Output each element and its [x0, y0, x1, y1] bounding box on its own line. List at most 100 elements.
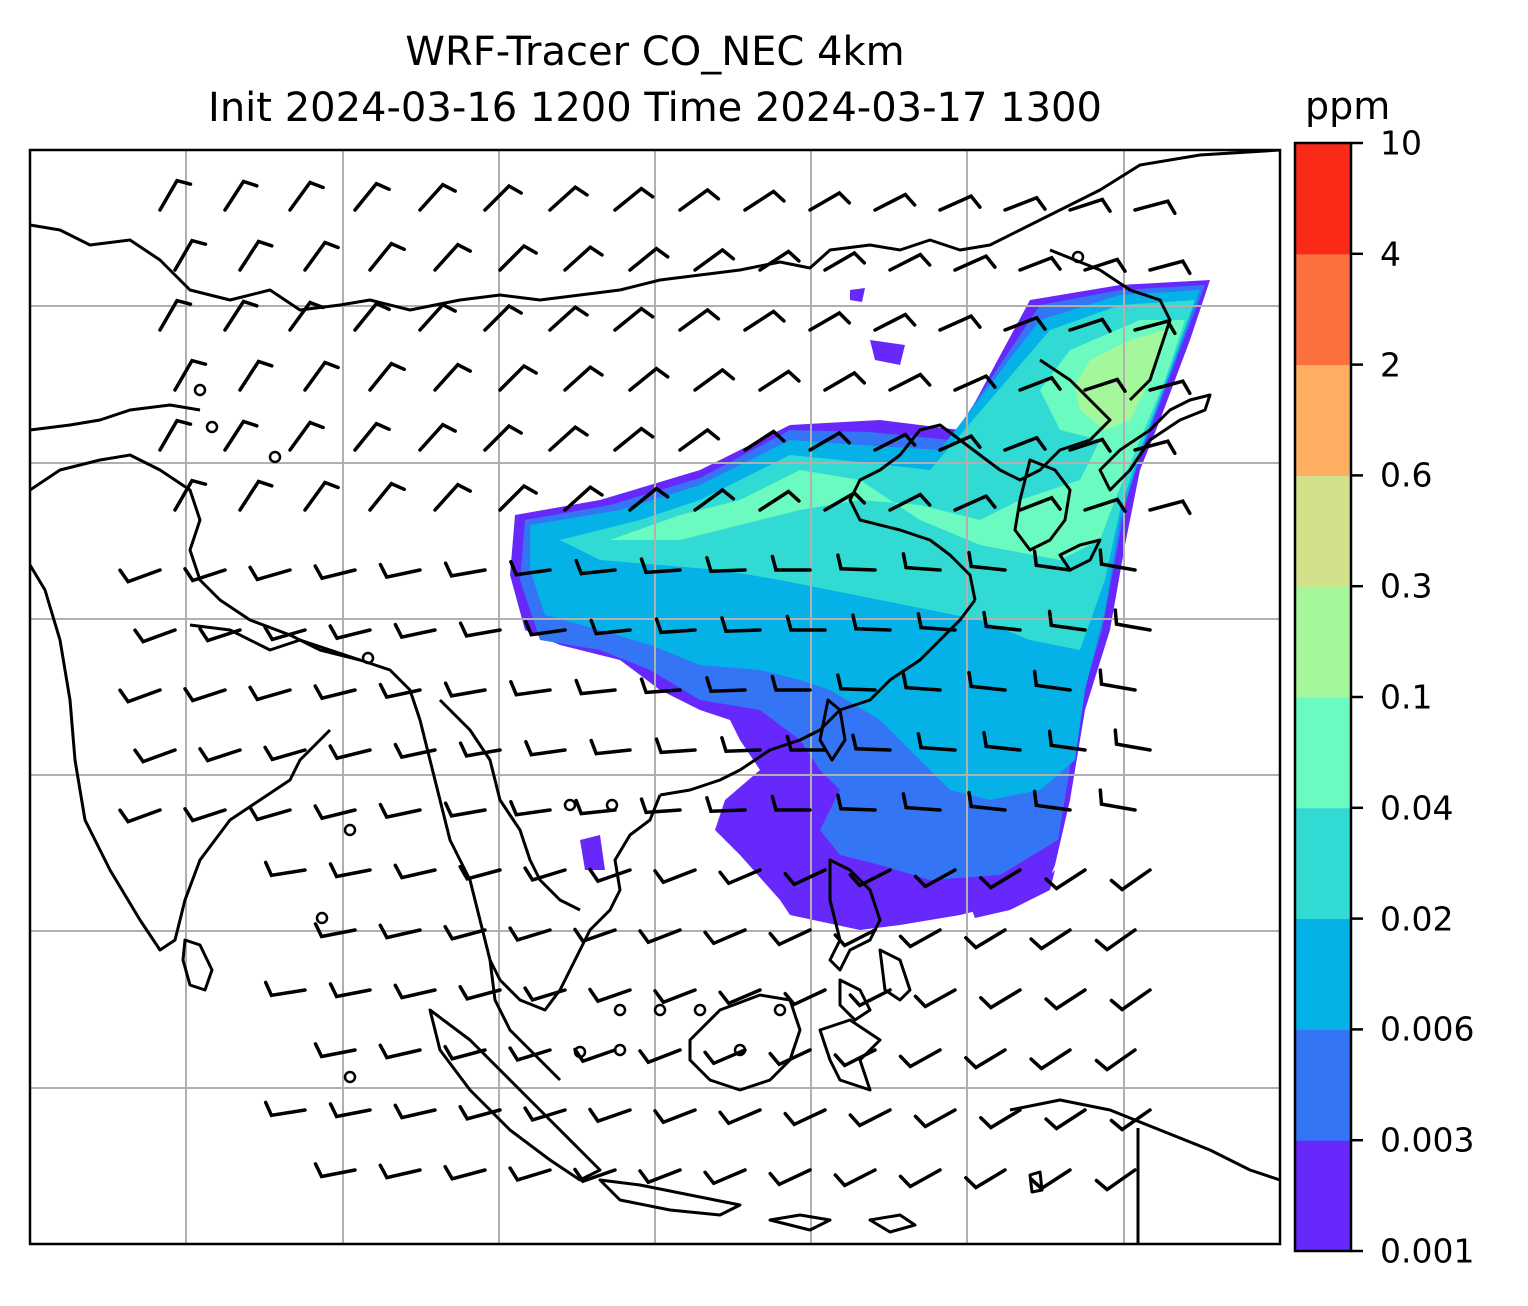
wind-barb: [1068, 317, 1112, 333]
wind-barb: [823, 490, 867, 512]
colorbar-tick-label: 0.3: [1380, 566, 1433, 606]
wind-barb: [783, 1108, 827, 1127]
wind-barb: [693, 247, 736, 272]
colorbar-tick-label: 0.04: [1380, 788, 1454, 828]
wind-barb: [916, 612, 957, 632]
wind-barb: [953, 494, 997, 512]
wind-barb: [693, 487, 736, 512]
wind-barb: [678, 187, 721, 212]
wind-barb: [628, 486, 670, 512]
wind-barb: [1029, 928, 1072, 951]
wind-barb: [720, 736, 762, 753]
colorbar-unit: ppm: [1305, 84, 1391, 128]
wind-barb: [1029, 1048, 1072, 1071]
wind-barb: [313, 564, 357, 581]
wind-barb: [1044, 1108, 1087, 1131]
wind-barb: [768, 1048, 812, 1067]
wind-barb: [938, 434, 982, 452]
wind-barb: [785, 614, 827, 632]
wind-barb: [888, 492, 932, 512]
wind-barb: [443, 561, 487, 578]
wind-barb: [836, 793, 877, 812]
wind-barb: [183, 567, 227, 583]
wind-barb: [913, 988, 957, 1009]
wind-barb: [770, 674, 812, 692]
wind-barb: [458, 741, 502, 758]
wind-barb: [770, 794, 812, 812]
wind-barb: [173, 358, 208, 392]
wind-barb: [1068, 197, 1112, 213]
wind-barb: [393, 863, 437, 880]
wind-barb: [433, 362, 472, 392]
wind-barb: [638, 928, 682, 945]
wind-barb: [263, 625, 307, 642]
wind-barb: [378, 1043, 422, 1060]
wind-barb: [368, 481, 406, 512]
wind-barb: [1044, 868, 1087, 891]
calm-wind-marker: [563, 798, 577, 812]
wind-barb: [783, 988, 827, 1007]
wind-barb: [758, 249, 801, 272]
wind-barb: [574, 798, 617, 816]
wind-barb: [938, 194, 982, 212]
wind-barb: [898, 1048, 942, 1069]
wind-barb: [982, 730, 1022, 752]
wind-barb: [303, 360, 340, 392]
wind-barb: [1109, 868, 1152, 892]
wind-barb: [1113, 608, 1152, 632]
wind-barbs: [118, 178, 1192, 1192]
wind-barb: [393, 742, 437, 760]
calm-wind-marker: [573, 1045, 587, 1059]
wind-barb: [368, 361, 406, 392]
wind-barb: [523, 986, 567, 1002]
wind-barb: [833, 928, 877, 948]
wind-barb: [458, 864, 502, 881]
wind-barb: [198, 747, 242, 763]
wind-barb: [678, 307, 721, 332]
wind-barb: [574, 558, 617, 576]
wind-barb: [1044, 988, 1087, 1011]
wind-barb: [613, 306, 655, 332]
wind-barb: [653, 1108, 697, 1125]
wind-barb: [368, 241, 406, 272]
wind-barb: [1133, 319, 1177, 336]
wind-barb: [1094, 1048, 1137, 1072]
calm-wind-marker: [605, 798, 619, 812]
colorbar-segment: [1295, 918, 1351, 1030]
wind-barb: [1109, 988, 1152, 1012]
wind-barb: [628, 366, 670, 392]
plume-patch: [850, 288, 865, 302]
wind-barb: [979, 988, 1022, 1010]
wind-barb: [1047, 609, 1087, 632]
wind-barb: [483, 183, 523, 212]
wind-barb: [563, 364, 604, 392]
wind-barb: [574, 678, 617, 696]
wind-barb: [158, 298, 193, 332]
wind-barb: [328, 624, 372, 641]
colorbar-segment: [1295, 1140, 1351, 1252]
wind-barb: [1094, 928, 1137, 952]
wind-barb: [888, 252, 932, 272]
wind-barb: [548, 184, 589, 212]
wind-barb: [768, 1168, 812, 1187]
wind-barb: [509, 800, 552, 817]
wind-barb: [443, 681, 487, 698]
wind-barb: [238, 479, 274, 512]
wind-barb: [458, 984, 502, 1001]
wind-barb: [443, 1044, 487, 1061]
wind-barb: [613, 186, 655, 212]
wind-barb: [654, 737, 697, 755]
wind-barb: [1003, 435, 1047, 452]
wind-barb: [916, 732, 957, 752]
wind-barb: [1083, 497, 1127, 513]
colorbar-segment: [1295, 807, 1351, 920]
wind-barb: [720, 616, 762, 633]
wind-barb: [1113, 728, 1152, 752]
wind-barb: [1148, 379, 1192, 396]
wind-barb: [967, 550, 1007, 572]
wind-barb: [1032, 669, 1072, 692]
calm-wind-marker: [205, 420, 219, 434]
wind-barb: [288, 180, 325, 212]
wind-barb: [313, 1042, 357, 1059]
wind-barb: [523, 1106, 567, 1122]
